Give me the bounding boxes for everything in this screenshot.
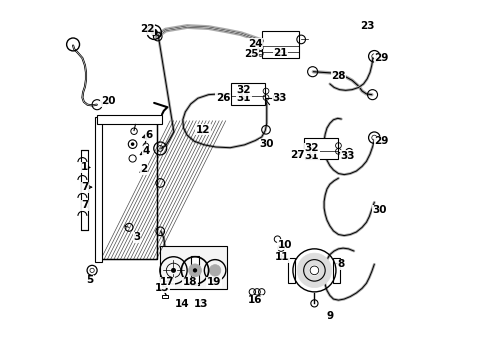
Circle shape: [297, 253, 331, 288]
Text: 13: 13: [194, 299, 208, 309]
Text: 32: 32: [236, 85, 250, 95]
Text: 32: 32: [304, 143, 319, 153]
Circle shape: [131, 142, 134, 146]
Text: 28: 28: [330, 71, 345, 81]
Text: 15: 15: [155, 283, 169, 293]
Text: 12: 12: [196, 125, 210, 135]
Circle shape: [171, 268, 176, 273]
Bar: [332, 258, 340, 283]
Circle shape: [308, 265, 319, 276]
Bar: [303, 138, 337, 159]
Text: 20: 20: [101, 96, 115, 106]
Text: 7: 7: [81, 200, 88, 210]
Circle shape: [192, 268, 197, 273]
Text: 19: 19: [206, 277, 221, 287]
Text: 30: 30: [372, 206, 386, 216]
Bar: [81, 149, 88, 230]
Bar: [101, 121, 156, 259]
Text: 6: 6: [145, 130, 153, 140]
Text: 31: 31: [304, 150, 319, 161]
Text: 16: 16: [247, 295, 262, 305]
Bar: [94, 117, 102, 262]
Text: 4: 4: [142, 146, 149, 156]
Text: 24: 24: [247, 39, 262, 49]
Text: 8: 8: [337, 259, 344, 269]
Text: 29: 29: [373, 53, 388, 63]
Text: 33: 33: [272, 93, 286, 103]
Bar: [162, 295, 168, 298]
Bar: [160, 246, 226, 289]
Text: 29: 29: [373, 136, 388, 146]
Text: 5: 5: [86, 275, 93, 285]
Text: 14: 14: [174, 299, 189, 309]
Bar: [191, 256, 198, 285]
Text: 9: 9: [325, 311, 333, 321]
Text: 21: 21: [273, 48, 287, 58]
Text: 26: 26: [215, 93, 230, 103]
Text: 1: 1: [81, 162, 88, 172]
Text: 2: 2: [140, 164, 147, 174]
Text: 31: 31: [236, 93, 250, 103]
Text: 33: 33: [340, 150, 354, 161]
Circle shape: [151, 29, 157, 36]
Text: 17: 17: [160, 277, 174, 287]
Bar: [101, 121, 156, 259]
Text: 23: 23: [359, 21, 374, 31]
Circle shape: [209, 265, 221, 276]
Text: 30: 30: [259, 139, 273, 149]
Text: 25: 25: [244, 49, 258, 59]
Bar: [97, 115, 162, 124]
Text: 7: 7: [81, 182, 88, 192]
Bar: [261, 31, 299, 58]
Text: 11: 11: [274, 252, 289, 262]
Text: 10: 10: [277, 239, 291, 249]
Bar: [287, 258, 294, 283]
Bar: [230, 83, 264, 105]
Text: 3: 3: [133, 232, 140, 242]
Circle shape: [188, 264, 201, 277]
Text: 22: 22: [140, 24, 155, 35]
Text: 18: 18: [183, 277, 197, 287]
Text: 27: 27: [290, 150, 304, 160]
